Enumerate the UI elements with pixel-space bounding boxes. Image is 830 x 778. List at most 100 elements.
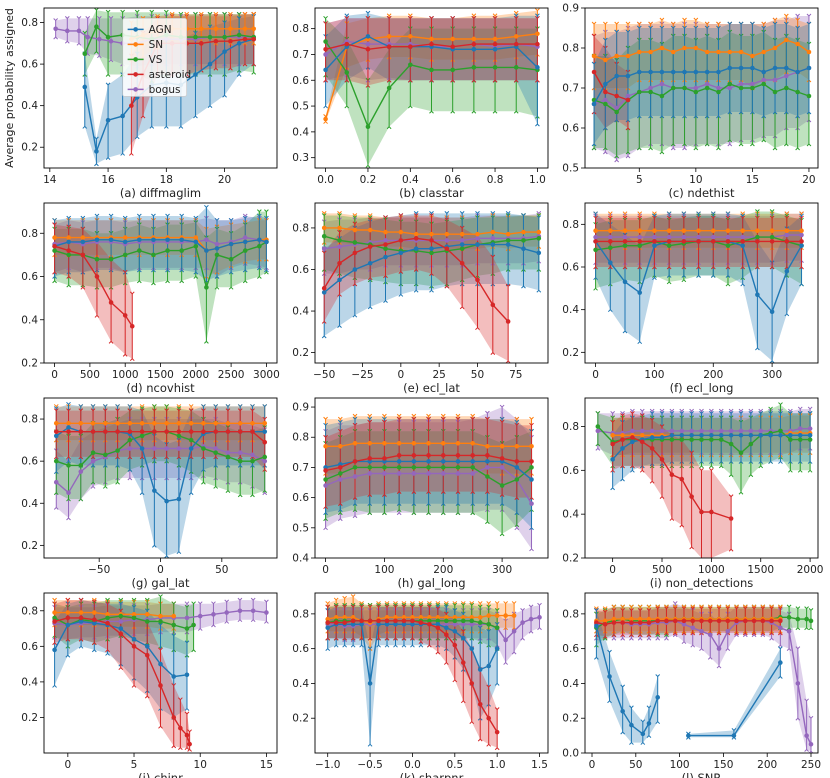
- asteroid-point: [213, 38, 219, 44]
- bogus-point: [337, 244, 342, 249]
- x-tick-label: 300: [762, 369, 782, 381]
- x-tick-label: −50: [313, 369, 335, 381]
- AGN-point: [118, 626, 124, 631]
- VS-point: [118, 613, 124, 619]
- AGN-errorcap: [777, 646, 783, 679]
- SN-point: [401, 615, 407, 620]
- VS-point: [521, 238, 526, 243]
- SN-point: [250, 420, 255, 426]
- x-tick-label: 10: [689, 174, 702, 186]
- x-tick-label: 100: [374, 564, 394, 576]
- SN-point: [636, 49, 642, 55]
- asteroid-errorcap: [646, 608, 652, 638]
- AGN-point: [709, 432, 714, 438]
- AGN-errorcap: [237, 404, 243, 468]
- bogus-point: [490, 236, 496, 241]
- AGN-errorcap: [413, 211, 419, 293]
- y-tick-label: 0.5: [292, 522, 309, 534]
- x-tick-label: 5: [131, 759, 138, 771]
- VS-point: [477, 620, 483, 625]
- x-tick-label: 14: [43, 174, 57, 186]
- VS-point: [115, 448, 120, 453]
- bogus-point: [264, 610, 269, 615]
- AGN-band: [56, 404, 265, 556]
- asteroid-point: [629, 620, 634, 625]
- VS-band: [597, 404, 811, 493]
- SN-point: [444, 615, 449, 620]
- AGN-point: [460, 635, 466, 641]
- bogus-point: [184, 615, 190, 621]
- asteroid-point: [66, 248, 72, 253]
- bogus-point: [807, 426, 813, 431]
- bogus-point: [53, 26, 58, 32]
- asteroid-point: [342, 620, 347, 625]
- y-tick-label: 0.2: [292, 347, 309, 359]
- bogus-errorcap: [76, 16, 82, 46]
- panel-0: 14 16 18 20 0.2 0.4 0.6 0.8 (a) diffmaglim AGN SN V…: [21, 7, 278, 200]
- asteroid-point: [152, 429, 157, 434]
- x-tick-label: −50: [88, 564, 110, 576]
- bogus-errorcap: [197, 601, 203, 631]
- bogus-point: [66, 490, 71, 496]
- bogus-point: [459, 238, 465, 243]
- asteroid-errorcap: [485, 416, 490, 494]
- bogus-point: [469, 622, 475, 627]
- plot-area: [52, 204, 269, 362]
- AGN-point: [410, 622, 415, 627]
- AGN-errorcap: [648, 25, 653, 119]
- SN-point: [52, 610, 57, 615]
- AGN-point: [620, 446, 625, 451]
- AGN-point: [806, 65, 812, 71]
- asteroid-band: [54, 600, 190, 750]
- asteroid-point: [679, 476, 685, 482]
- bogus-point: [176, 446, 182, 451]
- SN-point: [386, 34, 392, 39]
- x-tick-label: 0.8: [487, 174, 504, 186]
- asteroid-point: [784, 239, 790, 244]
- AGN-point: [236, 41, 242, 46]
- asteroid-point: [499, 456, 505, 461]
- VS-point: [772, 89, 778, 95]
- asteroid-errorcap: [365, 15, 371, 88]
- bogus-errorcap: [537, 602, 542, 631]
- VS-point: [689, 437, 694, 442]
- bogus-point: [499, 465, 505, 470]
- asteroid-point: [477, 702, 483, 707]
- SN-point: [772, 45, 778, 51]
- AGN-errorcap: [750, 21, 755, 115]
- asteroid-point: [725, 239, 731, 244]
- SN-point: [494, 613, 500, 618]
- SN-point: [514, 444, 520, 449]
- SN-point: [696, 228, 701, 234]
- asteroid-point: [471, 41, 477, 47]
- VS-point: [94, 24, 99, 30]
- asteroid-errorcap: [337, 428, 343, 507]
- bogus-errorcap: [53, 18, 59, 40]
- axes-frame: [314, 202, 549, 364]
- AGN-errorcap: [761, 25, 767, 119]
- asteroid-errorcap: [460, 628, 466, 704]
- panel-8: 0 500 1000 1500 2000 0.2 0.4 0.6 0.8 (i) non_dete…: [562, 397, 823, 590]
- AGN-errorcap: [783, 21, 789, 115]
- SN-point: [176, 420, 182, 426]
- x-tick-label: 25: [432, 369, 445, 381]
- y-tick-label: 0.7: [292, 49, 309, 61]
- AGN-point: [659, 69, 665, 75]
- bogus-point: [262, 458, 268, 464]
- AGN-point: [440, 459, 446, 464]
- asteroid-point: [127, 429, 133, 434]
- AGN-point: [122, 239, 128, 245]
- SN-errorcap: [242, 11, 248, 46]
- VS-point: [716, 89, 721, 95]
- x-axis-label: (g) gal_lat: [132, 576, 190, 590]
- y-tick-label: 0.2: [21, 540, 38, 552]
- AGN-point: [689, 432, 694, 438]
- y-tick-label: 0.4: [292, 678, 309, 690]
- VS-point: [485, 474, 490, 479]
- AGN-errorcap: [337, 419, 343, 513]
- asteroid-errorcap: [611, 608, 617, 638]
- y-tick-label: 0.6: [562, 465, 579, 477]
- AGN-point: [171, 674, 177, 679]
- asteroid-point: [535, 41, 540, 47]
